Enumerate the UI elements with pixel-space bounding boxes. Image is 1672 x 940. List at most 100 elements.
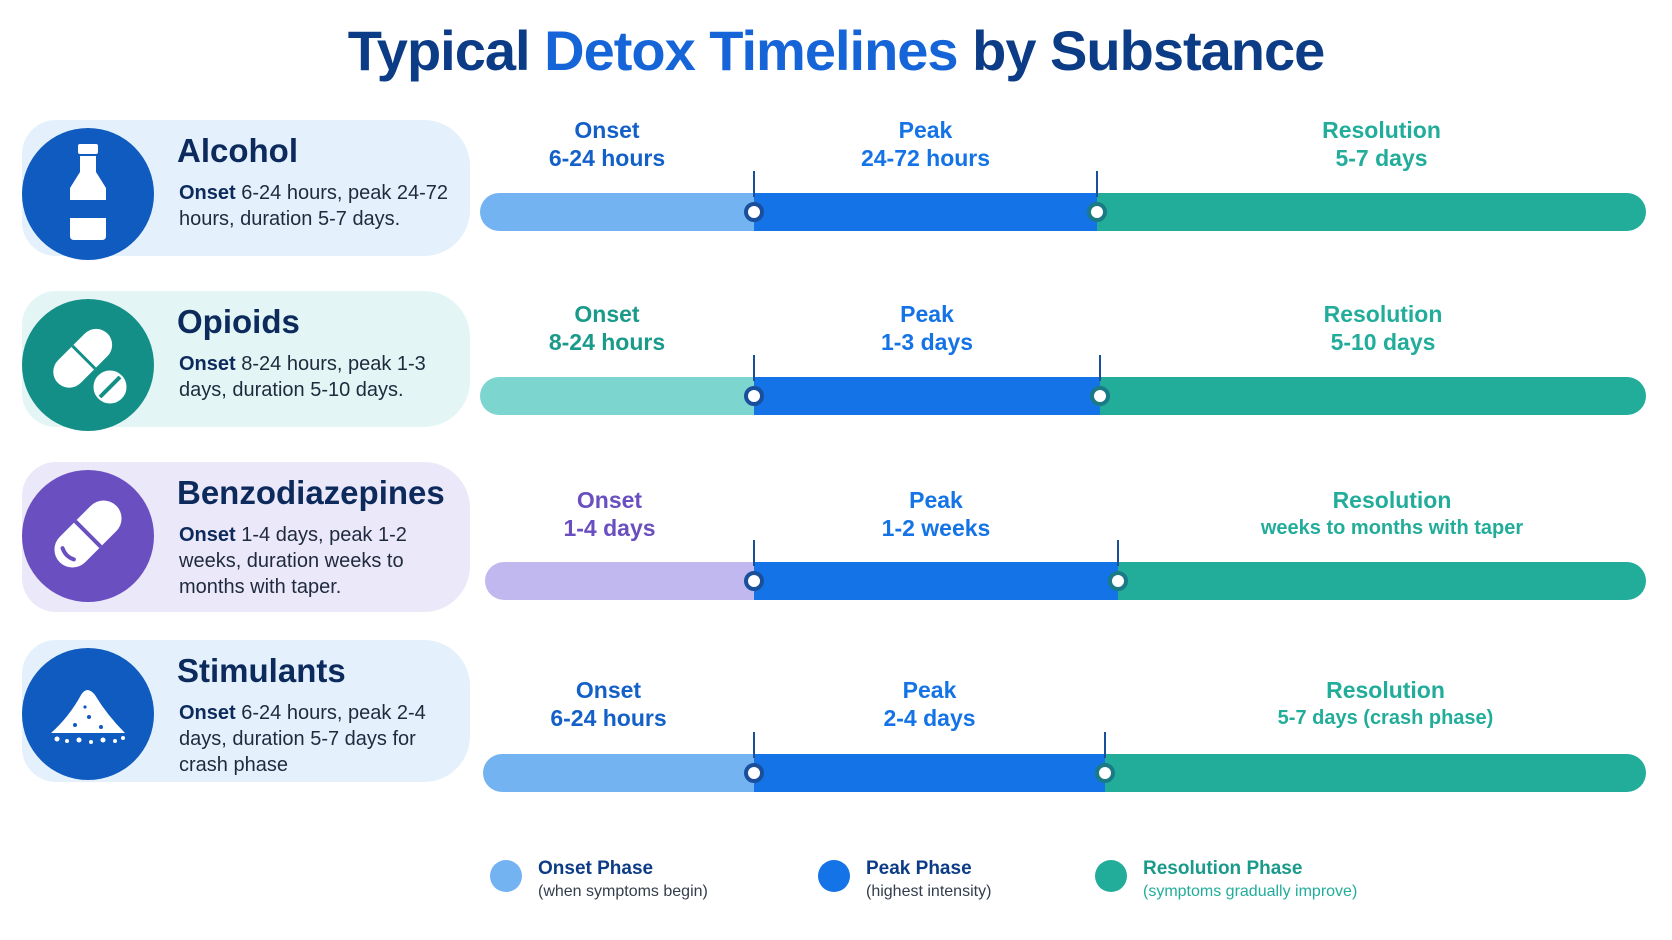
resolution-label-title: Resolution	[1332, 487, 1452, 513]
resolution-label-value: 5-7 days (crash phase)	[1277, 707, 1494, 729]
boundary-tick	[753, 732, 755, 758]
legend-subtitle: (when symptoms begin)	[538, 883, 708, 900]
resolution-label-value: weeks to months with taper	[1260, 517, 1524, 539]
peak-label-title: Peak	[898, 117, 953, 143]
page-title: Typical Detox Timelines by Substance	[0, 18, 1672, 83]
peak-label-title: Peak	[900, 301, 954, 327]
boundary-tick	[753, 171, 755, 197]
resolution-segment	[1100, 377, 1646, 415]
boundary-marker	[1090, 386, 1110, 406]
icon-badge	[22, 470, 154, 602]
resolution-segment	[1105, 754, 1646, 792]
peak-label-value: 1-3 days	[880, 329, 974, 355]
peak-label-title: Peak	[909, 487, 963, 513]
peak-label-title: Peak	[902, 677, 957, 703]
onset-label-value: 6-24 hours	[550, 705, 667, 731]
peak-segment	[754, 193, 1097, 231]
legend-swatch	[818, 860, 850, 892]
substance-description: Onset 1-4 days, peak 1-2 weeks, duration…	[179, 522, 459, 600]
resolution-label-title: Resolution	[1323, 301, 1443, 327]
substance-description: Onset 6-24 hours, peak 24-72 hours, dura…	[179, 180, 459, 232]
onset-label-value: 6-24 hours	[548, 145, 666, 171]
icon-badge	[22, 128, 154, 260]
resolution-label: Resolution 5-10 days	[1324, 300, 1443, 356]
resolution-label: Resolution weeks to months with taper	[1261, 486, 1523, 542]
timeline-bar	[480, 377, 1646, 415]
boundary-tick	[1104, 732, 1106, 758]
peak-label: Peak 1-3 days	[881, 300, 973, 356]
description-text: 6-24 hours, peak 2-4 days, duration 5-7 …	[179, 702, 426, 776]
boundary-marker	[744, 571, 764, 591]
legend-subtitle: (highest intensity)	[866, 883, 992, 900]
icon-badge	[22, 299, 154, 431]
boundary-marker	[744, 386, 764, 406]
resolution-label-title: Resolution	[1326, 677, 1445, 703]
onset-label-value: 1-4 days	[563, 515, 656, 541]
substance-name: Alcohol	[177, 132, 298, 169]
timeline-bar	[480, 193, 1646, 231]
resolution-segment	[1118, 562, 1646, 600]
boundary-marker	[1095, 763, 1115, 783]
title-part-2: Detox Timelines	[544, 19, 958, 82]
substance-description: Onset 6-24 hours, peak 2-4 days, duratio…	[179, 700, 459, 778]
peak-label: Peak 1-2 weeks	[882, 486, 991, 542]
legend-title: Resolution Phase	[1143, 858, 1303, 879]
description-text: 8-24 hours, peak 1-3 days, duration 5-10…	[179, 353, 426, 401]
onset-segment	[480, 193, 754, 231]
boundary-marker	[744, 763, 764, 783]
resolution-label: Resolution 5-7 days (crash phase)	[1278, 676, 1494, 732]
substance-card-opioids: Opioids Onset 8-24 hours, peak 1-3 days, …	[22, 291, 470, 431]
peak-label: Peak 2-4 days	[883, 676, 975, 732]
onset-segment	[485, 562, 754, 600]
onset-label-title: Onset	[574, 301, 640, 327]
peak-segment	[754, 754, 1105, 792]
resolution-label: Resolution 5-7 days	[1322, 116, 1441, 172]
boundary-tick	[753, 540, 755, 566]
onset-label-title: Onset	[576, 487, 643, 513]
boundary-marker	[744, 202, 764, 222]
capsule-icon	[40, 486, 136, 587]
legend-title: Onset Phase	[538, 858, 654, 879]
peak-segment	[754, 377, 1100, 415]
onset-label-value: 8-24 hours	[548, 329, 666, 355]
description-lead: Onset	[179, 182, 236, 204]
substance-description: Onset 8-24 hours, peak 1-3 days, duratio…	[179, 351, 459, 403]
bottle-icon	[58, 143, 118, 245]
peak-segment	[754, 562, 1118, 600]
peak-label-value: 1-2 weeks	[881, 515, 991, 541]
peak-label: Peak 24-72 hours	[861, 116, 990, 172]
description-lead: Onset	[179, 702, 236, 724]
legend-subtitle: (symptoms gradually improve)	[1143, 883, 1358, 900]
resolution-segment	[1097, 193, 1646, 231]
onset-label: Onset 6-24 hours	[550, 676, 666, 732]
boundary-marker	[1108, 571, 1128, 591]
substance-card-alcohol: Alcohol Onset 6-24 hours, peak 24-72 hour…	[22, 120, 470, 260]
substance-card-stimulants: Stimulants Onset 6-24 hours, peak 2-4 day…	[22, 640, 470, 782]
peak-label-value: 2-4 days	[883, 705, 976, 731]
boundary-tick	[1117, 540, 1119, 566]
boundary-tick	[753, 355, 755, 381]
boundary-tick	[1099, 355, 1101, 381]
boundary-tick	[1096, 171, 1098, 197]
legend-swatch	[1095, 860, 1127, 892]
onset-label: Onset 1-4 days	[563, 486, 655, 542]
peak-label-value: 24-72 hours	[860, 145, 991, 171]
legend-title: Peak Phase	[866, 858, 972, 879]
boundary-marker	[1087, 202, 1107, 222]
substance-name: Opioids	[177, 303, 300, 340]
description-lead: Onset	[179, 524, 236, 546]
onset-segment	[480, 377, 754, 415]
onset-segment	[483, 754, 754, 792]
pills-icon	[40, 315, 136, 416]
legend-swatch	[490, 860, 522, 892]
substance-name: Benzodiazepines	[177, 474, 445, 511]
title-part-1: Typical	[347, 19, 531, 82]
onset-label-title: Onset	[575, 677, 642, 703]
resolution-label-value: 5-7 days	[1335, 145, 1428, 171]
timeline-bar	[485, 562, 1646, 600]
timeline-bar	[483, 754, 1646, 792]
resolution-label-value: 5-10 days	[1330, 329, 1436, 355]
description-text: 6-24 hours, peak 24-72 hours, duration 5…	[179, 182, 449, 230]
onset-label: Onset 8-24 hours	[549, 300, 665, 356]
onset-label-title: Onset	[574, 117, 640, 143]
